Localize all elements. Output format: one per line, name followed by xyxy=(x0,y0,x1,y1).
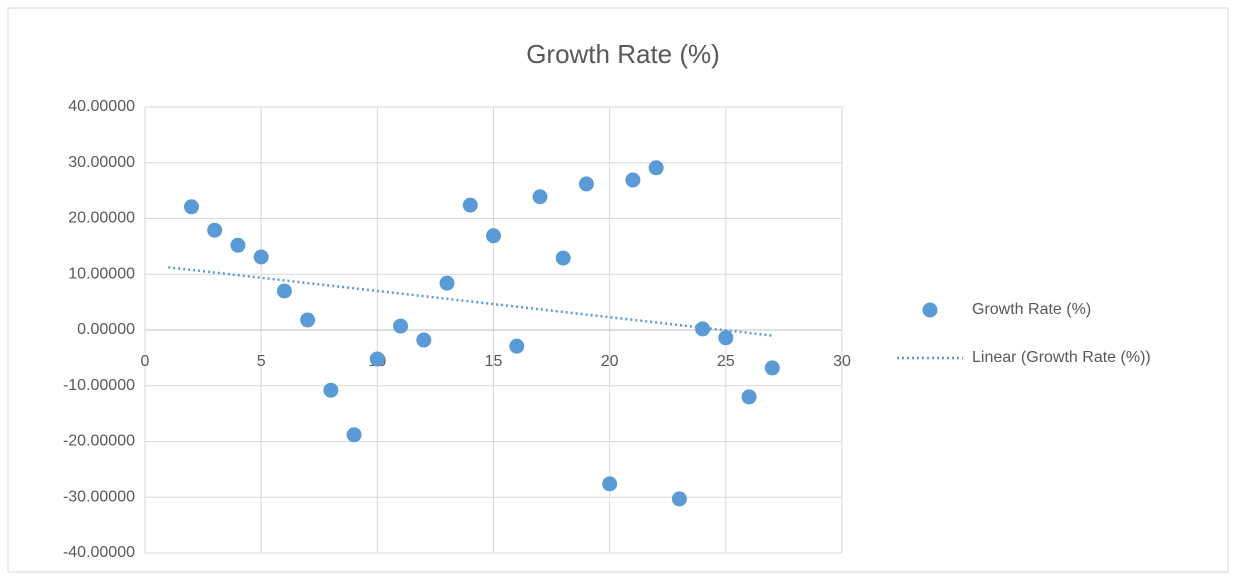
point xyxy=(440,276,455,291)
y-tick-label: -20.00000 xyxy=(63,433,135,450)
x-tick-label: 30 xyxy=(833,353,851,370)
legend-marker xyxy=(923,303,938,318)
point xyxy=(695,321,710,336)
legend-label: Growth Rate (%) xyxy=(972,301,1091,318)
point xyxy=(370,351,385,366)
point xyxy=(579,176,594,191)
chart-title: Growth Rate (%) xyxy=(526,39,720,69)
point xyxy=(463,198,478,213)
x-tick-label: 25 xyxy=(717,353,735,370)
point xyxy=(602,476,617,491)
point xyxy=(184,199,199,214)
y-tick-label: 10.00000 xyxy=(68,265,135,282)
point xyxy=(230,238,245,253)
x-tick-label: 20 xyxy=(601,353,619,370)
point xyxy=(532,189,547,204)
point xyxy=(254,249,269,264)
point xyxy=(625,173,640,188)
x-tick-label: 0 xyxy=(141,353,150,370)
point xyxy=(393,319,408,334)
point xyxy=(672,491,687,506)
chart-frame xyxy=(8,8,1228,572)
y-tick-label: 30.00000 xyxy=(68,154,135,171)
legend-label: Linear (Growth Rate (%)) xyxy=(972,349,1151,366)
point xyxy=(718,330,733,345)
x-tick-label: 15 xyxy=(485,353,503,370)
point xyxy=(649,160,664,175)
y-tick-label: 0.00000 xyxy=(77,321,135,338)
y-tick-label: 40.00000 xyxy=(68,98,135,115)
point xyxy=(486,228,501,243)
chart: Growth Rate (%) -40.00000 -30.00000 -20.00… xyxy=(0,0,1236,580)
y-tick-label: -10.00000 xyxy=(63,377,135,394)
point xyxy=(207,223,222,238)
point xyxy=(556,251,571,266)
point xyxy=(300,312,315,327)
y-tick-label: 20.00000 xyxy=(68,210,135,227)
point xyxy=(765,360,780,375)
point xyxy=(323,383,338,398)
point xyxy=(347,427,362,442)
point xyxy=(277,283,292,298)
y-tick-label: -40.00000 xyxy=(63,544,135,561)
x-tick-label: 5 xyxy=(257,353,266,370)
y-tick-label: -30.00000 xyxy=(63,488,135,505)
point xyxy=(742,389,757,404)
point xyxy=(416,333,431,348)
point xyxy=(509,339,524,354)
